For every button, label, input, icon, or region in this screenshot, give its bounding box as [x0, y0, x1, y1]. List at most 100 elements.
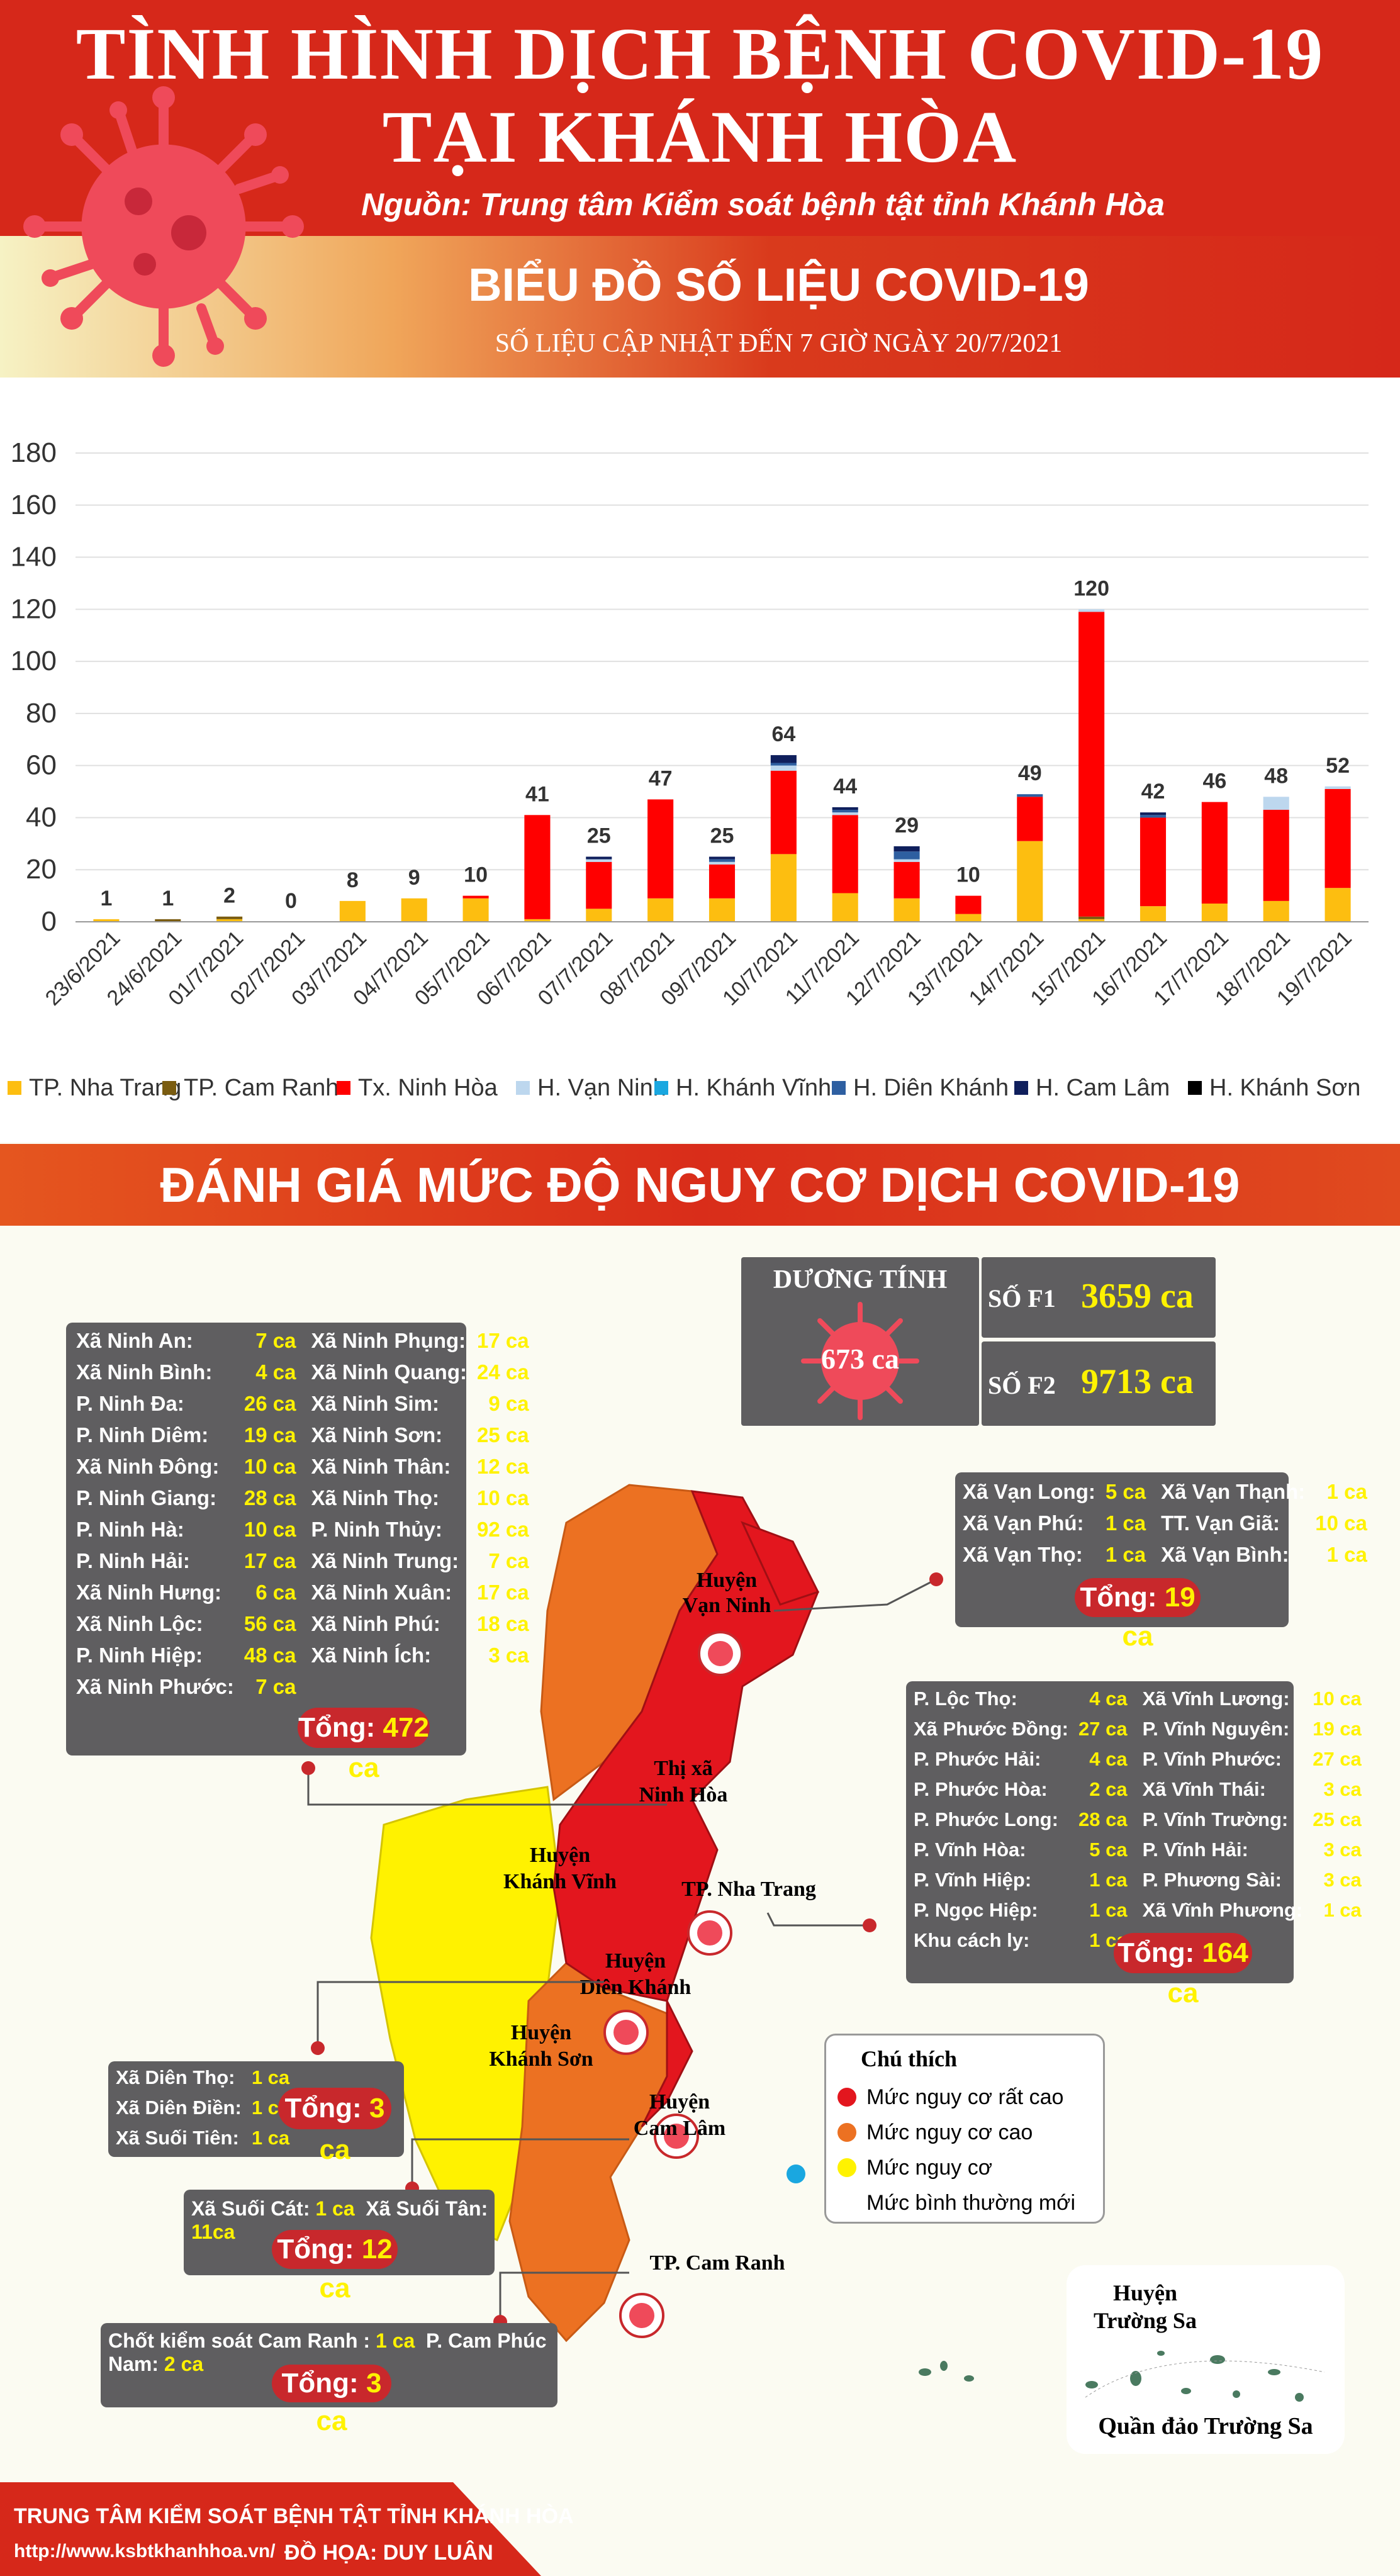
bar-segment — [1078, 609, 1105, 612]
place-name-cell: Xã Ninh Xuân: — [311, 1581, 452, 1604]
case-count-cell: 6 ca — [255, 1581, 296, 1604]
legend-label: Mức nguy cơ rất cao — [866, 2085, 1064, 2109]
case-count-cell: 1 ca — [1089, 1869, 1128, 1891]
bar-segment — [1263, 810, 1289, 901]
case-count-cell: 3 ca — [1323, 1839, 1362, 1861]
place-name-cell: Xã Ninh Ích: — [311, 1644, 432, 1667]
table-row: P. Phước Hải: 4 ca P. Vĩnh Phước: 27 ca — [909, 1744, 1372, 1774]
table-row: Xã Ninh An: 7 ca Xã Ninh Phụng: 17 ca — [71, 1325, 539, 1357]
place-name-cell: Xã Ninh An: — [76, 1329, 193, 1352]
bar-segment — [770, 770, 797, 854]
table-row: P. Vĩnh Hiệp: 1 ca P. Phương Sài: 3 ca — [909, 1865, 1372, 1895]
place-name-cell: Xã Ninh Quang: — [311, 1360, 467, 1384]
data-label: 44 — [833, 775, 857, 798]
case-count-cell: 7 ca — [255, 1329, 296, 1352]
case-count-cell: 7 ca — [255, 1675, 296, 1698]
bar-segment — [586, 859, 612, 862]
table-row: Xã Ninh Bình: 4 ca Xã Ninh Quang: 24 ca — [71, 1357, 539, 1388]
legend-label: TP. Nha Trang — [29, 1075, 181, 1101]
footer-band — [0, 2482, 541, 2576]
map-label-khanh-vinh: Huyện Khánh Vĩnh — [503, 1844, 617, 1893]
dien-khanh-table: Xã Diên Thọ: 1 ca Xã Diên Điền: 1 ca Xã Suối… — [111, 2063, 300, 2153]
table-row: P. Ninh Đa: 26 ca Xã Ninh Sim: 9 ca — [71, 1388, 539, 1420]
place-name-cell: Khu cách ly: — [914, 1929, 1030, 1951]
place-name-cell: P. Ninh Thủy: — [311, 1518, 442, 1541]
bar-segment — [462, 898, 489, 922]
bar-segment — [708, 856, 736, 860]
f2-label: SỐ F2 — [988, 1371, 1056, 1399]
legend-label: Mức nguy cơ — [866, 2155, 992, 2180]
place-name-cell: P. Phước Hòa: — [914, 1778, 1048, 1800]
table-row: P. Ngọc Hiệp: 1 ca Xã Vĩnh Phương: 1 ca — [909, 1895, 1372, 1925]
bar-segment — [401, 898, 427, 922]
place-name-cell: P. Ngọc Hiệp: — [914, 1899, 1038, 1921]
van-ninh-table: Xã Vạn Long: 5 ca Xã Vạn Thạnh: 1 ca Xã Vạn … — [958, 1476, 1377, 1571]
place-name-cell: P. Ninh Đa: — [76, 1392, 184, 1415]
case-count-cell: 1 ca — [1089, 1899, 1128, 1921]
nha-trang-panel: P. Lộc Thọ: 4 ca Xã Vĩnh Lương: 10 ca Xã Phư… — [906, 1681, 1362, 2008]
case-count-cell: 19 ca — [1313, 1718, 1362, 1740]
case-count-cell: 10 ca — [476, 1486, 529, 1509]
case-count-cell: 4 ca — [255, 1360, 296, 1384]
case-count-cell: 1 ca — [1105, 1511, 1146, 1535]
truong-sa-inset: Huyện Trường Sa Quần đảo Trường Sa — [1067, 2265, 1345, 2454]
place-name-cell: Xã Ninh Sim: — [311, 1392, 440, 1415]
table-row: P. Phước Hòa: 2 ca Xã Vĩnh Thái: 3 ca — [909, 1774, 1372, 1805]
table-row: Xã Vạn Long: 5 ca Xã Vạn Thạnh: 1 ca — [958, 1476, 1377, 1508]
data-label: 1 — [100, 887, 112, 910]
legend-swatch — [162, 1081, 176, 1095]
bar-segment — [832, 893, 858, 922]
case-count-cell: 17 ca — [244, 1549, 296, 1572]
legend-dot — [837, 2123, 856, 2142]
place-name-cell: Xã Ninh Sơn: — [311, 1423, 443, 1447]
case-count-cell — [472, 1671, 539, 1703]
table-row: P. Ninh Diêm: 19 ca Xã Ninh Sơn: 25 ca — [71, 1420, 539, 1451]
data-label: 25 — [710, 824, 734, 848]
page-title-line2: TẠI KHÁNH HÒA — [382, 96, 1018, 178]
footer-url[interactable]: http://www.ksbtkhanhhoa.vn/ — [14, 2541, 276, 2562]
bar-segment — [832, 807, 858, 810]
f1-box: SỐ F1 3659 ca — [982, 1257, 1216, 1338]
case-count-cell: 4 ca — [1089, 1748, 1128, 1770]
bar-segment — [524, 919, 551, 922]
table-row: Xã Vạn Phú: 1 ca TT. Vạn Giã: 10 ca — [958, 1508, 1377, 1539]
case-count-cell: 10 ca — [1313, 1688, 1362, 1710]
place-name-cell: Xã Ninh Thân: — [311, 1455, 451, 1478]
table-row: Xã Ninh Lộc: 56 ca Xã Ninh Phú: 18 ca — [71, 1608, 539, 1640]
table-row: P. Ninh Hà: 10 ca P. Ninh Thủy: 92 ca — [71, 1514, 539, 1545]
place-name-cell: TT. Vạn Giã: — [1161, 1511, 1280, 1535]
virus-icon — [801, 1302, 919, 1420]
case-count-cell: 92 ca — [476, 1518, 529, 1541]
legend-swatch — [1188, 1081, 1202, 1095]
place-name-cell: Xã Ninh Đông: — [76, 1455, 220, 1478]
table-row: P. Vĩnh Hòa: 5 ca P. Vĩnh Hải: 3 ca — [909, 1835, 1372, 1865]
data-label: 8 — [347, 868, 359, 892]
legend-swatch — [832, 1081, 846, 1095]
place-name-cell: P. Phước Hải: — [914, 1748, 1041, 1770]
bar-segment — [1263, 797, 1289, 810]
cam-ranh-panel: Chốt kiểm soát Cam Ranh : 1 ca P. Cam Ph… — [101, 2323, 557, 2436]
legend-swatch — [337, 1081, 350, 1095]
place-name-cell — [306, 1671, 472, 1703]
place-name-cell: P. Vĩnh Phước: — [1142, 1748, 1282, 1770]
cam-ranh-row: Chốt kiểm soát Cam Ranh : 1 ca P. Cam Ph… — [108, 2329, 547, 2375]
table-row: Xã Ninh Đông: 10 ca Xã Ninh Thân: 12 ca — [71, 1451, 539, 1482]
legend-swatch — [8, 1081, 21, 1095]
case-count-cell: 4 ca — [1089, 1688, 1128, 1710]
place-name-cell: Xã Ninh Phụng: — [311, 1329, 466, 1352]
bar-segment — [586, 909, 612, 922]
place-name-cell: Xã Ninh Hưng: — [76, 1581, 222, 1604]
cam-ranh-total: Tổng: 3 ca — [272, 2365, 391, 2436]
y-tick-label: 40 — [26, 802, 57, 832]
cam-lam-panel: Xã Suối Cát: 1 ca Xã Suối Tân: 11ca Tổng… — [184, 2190, 495, 2304]
y-tick-label: 160 — [11, 490, 57, 520]
bar-segment — [1263, 900, 1289, 922]
legend-items: Mức nguy cơ rất cao Mức nguy cơ cao Mức ng… — [837, 2080, 1075, 2220]
data-label: 1 — [162, 887, 174, 910]
van-ninh-total: Tổng: 19 ca — [1075, 1578, 1201, 1652]
legend-label: H. Diên Khánh — [853, 1075, 1009, 1101]
legend-dot — [837, 2193, 856, 2212]
data-label: 41 — [525, 782, 549, 806]
case-count-cell: 1 ca — [1105, 1543, 1146, 1566]
case-count-cell: 10 ca — [244, 1518, 296, 1541]
